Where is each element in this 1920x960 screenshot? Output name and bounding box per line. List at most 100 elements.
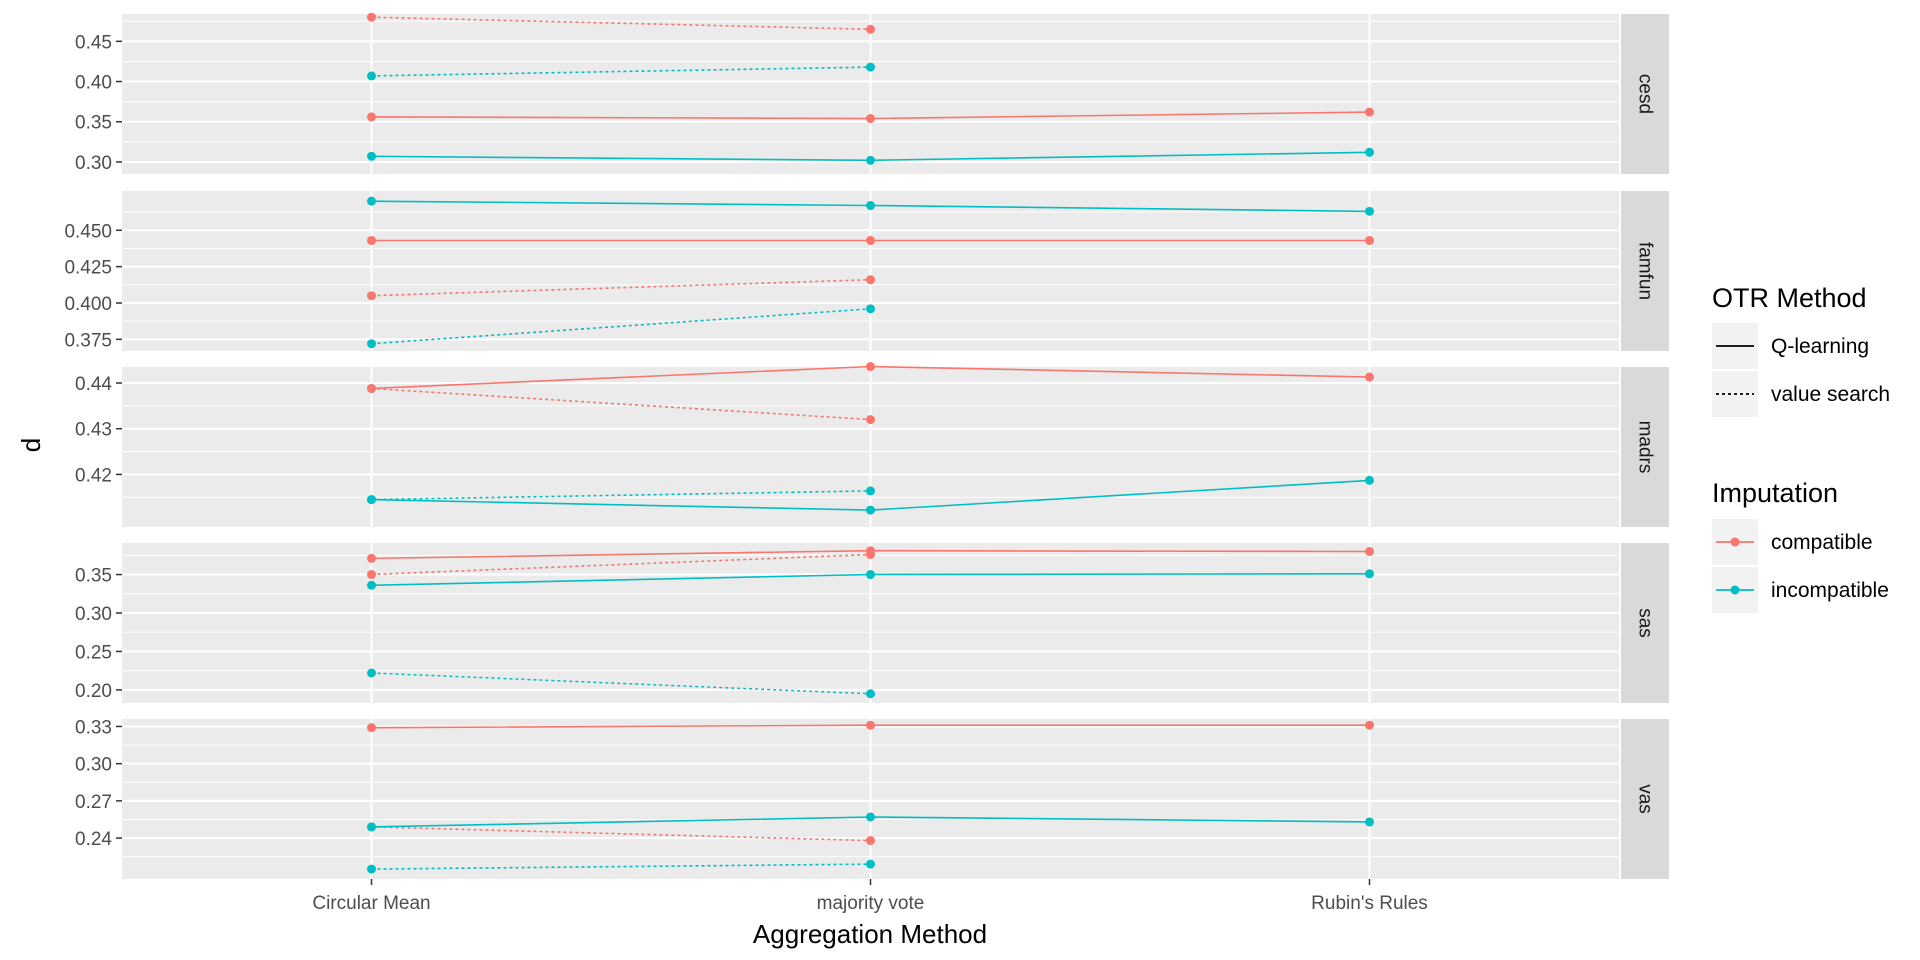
series-line-incompatible-value-search xyxy=(371,490,871,501)
y-tick-label: 0.43 xyxy=(75,420,112,441)
series-line-incompatible-value-search xyxy=(371,672,871,695)
data-point xyxy=(367,383,376,393)
panel-famfun: 0.375 0.400 0.425 0.450 famfun xyxy=(64,191,1669,351)
data-point xyxy=(866,550,875,560)
data-point xyxy=(367,553,376,563)
x-tick-label: Circular Mean xyxy=(312,893,430,914)
y-tick-label: 0.20 xyxy=(75,681,112,702)
series-line-incompatible-value-search xyxy=(371,863,871,870)
series-line-incompatible-value-search xyxy=(371,66,871,77)
facet-strip xyxy=(1621,719,1669,879)
data-point xyxy=(1365,107,1374,117)
data-point xyxy=(367,822,376,832)
facet-strip-label: vas xyxy=(1635,784,1656,814)
x-axis: Circular Mean majority vote Rubin's Rules xyxy=(312,879,1428,914)
legend-label: incompatible xyxy=(1771,579,1889,602)
data-point xyxy=(866,201,875,211)
y-tick-label: 0.35 xyxy=(75,113,112,134)
panel-cesd: 0.30 0.35 0.40 0.45 cesd xyxy=(75,12,1669,174)
series-line-incompatible-value-search xyxy=(371,308,871,345)
chart-panels: 0.30 0.35 0.40 0.45 cesd 0.375 0.400 0.425 0.45 0… xyxy=(64,12,1669,879)
panel-madrs: 0.42 0.43 0.44 madrs xyxy=(75,362,1669,527)
y-tick-label: 0.24 xyxy=(75,829,112,850)
data-point xyxy=(1365,720,1374,730)
data-point xyxy=(367,196,376,206)
data-point xyxy=(367,723,376,733)
facet-strip-label: famfun xyxy=(1635,242,1656,300)
data-point xyxy=(866,859,875,869)
facet-strip xyxy=(1621,367,1669,527)
data-point xyxy=(866,362,875,372)
legend-key-point xyxy=(1730,585,1740,595)
data-point xyxy=(866,415,875,425)
facet-strip xyxy=(1621,14,1669,174)
y-tick-label: 0.40 xyxy=(75,73,112,94)
legend-linetype-items: Q-learning value search xyxy=(1712,323,1890,417)
data-point xyxy=(367,71,376,81)
data-point xyxy=(866,505,875,515)
series-line-compatible-value-search xyxy=(371,278,871,297)
data-point xyxy=(367,495,376,505)
series-line-compatible-value-search xyxy=(371,826,871,842)
data-point xyxy=(367,570,376,580)
data-point xyxy=(367,580,376,590)
data-point xyxy=(367,339,376,349)
y-tick-label: 0.33 xyxy=(75,717,112,738)
y-tick-label: 0.30 xyxy=(75,604,112,625)
panel-vas: 0.24 0.27 0.30 0.33 vas xyxy=(75,717,1669,879)
y-axis-title: d xyxy=(16,438,46,452)
data-point xyxy=(367,668,376,678)
y-tick-label: 0.25 xyxy=(75,642,112,663)
data-point xyxy=(866,235,875,245)
legend-label: compatible xyxy=(1771,531,1873,554)
data-point xyxy=(367,12,376,22)
y-tick-label: 0.375 xyxy=(64,330,112,351)
y-tick-label: 0.425 xyxy=(64,258,112,279)
data-point xyxy=(1365,235,1374,245)
x-tick-label: Rubin's Rules xyxy=(1311,893,1428,914)
y-tick-label: 0.27 xyxy=(75,792,112,813)
data-point xyxy=(1365,206,1374,216)
data-point xyxy=(1365,372,1374,382)
data-point xyxy=(866,114,875,124)
data-point xyxy=(367,112,376,122)
legend-title-imputation: Imputation xyxy=(1712,478,1838,508)
x-axis-title: Aggregation Method xyxy=(753,919,987,949)
y-tick-label: 0.30 xyxy=(75,755,112,776)
panel-sas: 0.20 0.25 0.30 0.35 sas xyxy=(75,543,1669,703)
data-point xyxy=(866,570,875,580)
data-point xyxy=(1365,817,1374,827)
legend-title-otr-method: OTR Method xyxy=(1712,283,1867,313)
data-point xyxy=(1365,147,1374,157)
data-point xyxy=(866,62,875,72)
y-tick-label: 0.35 xyxy=(75,566,112,587)
data-point xyxy=(866,304,875,314)
data-point xyxy=(367,151,376,161)
facet-strip xyxy=(1621,191,1669,351)
data-point xyxy=(1365,475,1374,485)
y-tick-label: 0.45 xyxy=(75,32,112,53)
data-point xyxy=(367,235,376,245)
facet-strip-label: sas xyxy=(1635,608,1656,638)
data-point xyxy=(1365,569,1374,579)
legend-color-items: compatible incompatible xyxy=(1712,519,1889,613)
series-line-compatible-value-search xyxy=(371,16,871,31)
x-tick-label: majority vote xyxy=(817,893,925,914)
y-tick-label: 0.42 xyxy=(75,465,112,486)
series-line-compatible-value-search xyxy=(371,387,871,421)
legend-label: value search xyxy=(1771,383,1890,406)
data-point xyxy=(1365,546,1374,556)
facet-strip-label: madrs xyxy=(1635,421,1656,474)
data-point xyxy=(367,864,376,874)
facet-strip xyxy=(1621,543,1669,703)
data-point xyxy=(367,291,376,301)
y-tick-label: 0.30 xyxy=(75,153,112,174)
data-point xyxy=(866,486,875,496)
legend-key-point xyxy=(1730,537,1740,547)
legend-label: Q-learning xyxy=(1771,335,1869,358)
y-tick-label: 0.400 xyxy=(64,294,112,315)
data-point xyxy=(866,689,875,699)
data-point xyxy=(866,24,875,34)
facet-strip-label: cesd xyxy=(1635,74,1656,114)
